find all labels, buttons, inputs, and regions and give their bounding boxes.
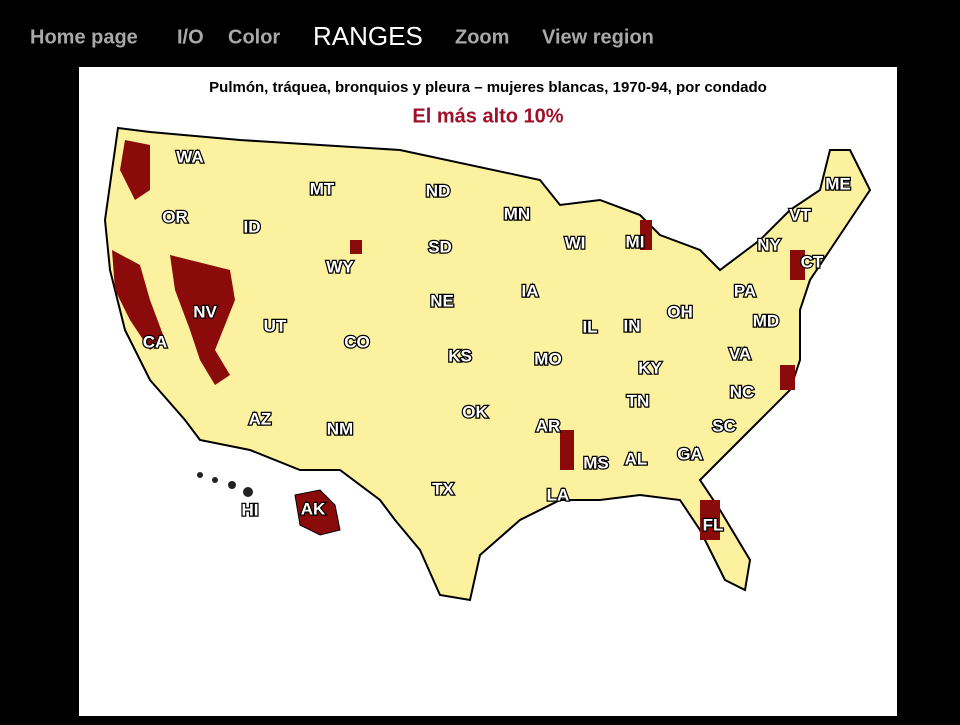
state-label: ME: [825, 174, 851, 193]
state-label: UT: [264, 316, 287, 335]
state-label: VA: [729, 344, 751, 363]
state-label: OK: [462, 402, 488, 421]
state-label: CO: [344, 332, 370, 351]
state-label: MS: [583, 453, 609, 472]
state-label: MO: [534, 349, 561, 368]
state-label: LA: [547, 485, 570, 504]
state-label: WI: [565, 233, 586, 252]
state-label: AZ: [249, 409, 272, 428]
hawaii: [197, 472, 253, 497]
state-label: PA: [734, 281, 756, 300]
state-label: CA: [143, 332, 168, 351]
high-rate-counties: [112, 140, 805, 540]
state-label: NY: [757, 235, 781, 254]
state-label: IL: [582, 317, 597, 336]
state-label: SC: [712, 416, 736, 435]
nav-link[interactable]: RANGES: [313, 21, 423, 51]
state-label: GA: [677, 444, 703, 463]
state-label: NV: [193, 302, 217, 321]
state-label: VT: [789, 205, 811, 224]
state-label: OH: [667, 302, 693, 321]
state-label: AL: [625, 449, 648, 468]
state-label: MD: [753, 311, 779, 330]
state-label: IA: [522, 281, 539, 300]
state-label: AR: [536, 416, 561, 435]
state-label: IN: [624, 316, 641, 335]
state-label: NC: [730, 382, 755, 401]
state-label: KS: [448, 346, 472, 365]
state-label: NE: [430, 291, 454, 310]
state-label: SD: [428, 237, 452, 256]
state-label: KY: [638, 358, 662, 377]
alaska: [294, 489, 341, 536]
nav-link[interactable]: Home page: [30, 26, 138, 48]
state-label: MI: [626, 232, 645, 251]
state-label: WY: [326, 257, 354, 276]
nav-link[interactable]: I/O: [177, 26, 204, 48]
map-subtitle: El más alto 10%: [412, 105, 563, 127]
state-label: CT: [801, 252, 824, 271]
nav-link[interactable]: Color: [228, 26, 280, 48]
state-label: WA: [176, 147, 203, 166]
state-label: TN: [627, 391, 650, 410]
state-label: MT: [310, 179, 335, 198]
state-label: MN: [504, 204, 530, 223]
state-label: FL: [703, 515, 724, 534]
state-label: ID: [244, 217, 261, 236]
nav-link[interactable]: View region: [542, 26, 654, 48]
state-label: TX: [432, 479, 454, 498]
state-label: AK: [301, 499, 326, 518]
state-label: HI: [242, 500, 259, 519]
us-map: [103, 126, 872, 602]
map-title: Pulmón, tráquea, bronquios y pleura – mu…: [209, 79, 767, 96]
state-label: NM: [327, 419, 353, 438]
state-label: OR: [162, 207, 188, 226]
nav-link[interactable]: Zoom: [455, 26, 509, 48]
state-label: ND: [426, 181, 451, 200]
